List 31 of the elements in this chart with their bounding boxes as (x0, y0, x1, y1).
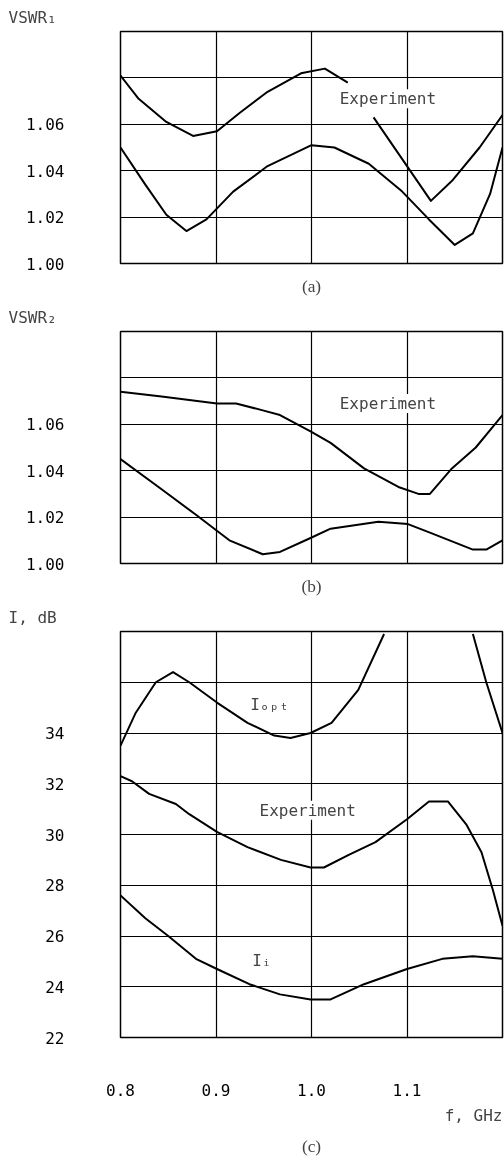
x-tick-label: 0.9 (201, 1080, 231, 1100)
y-tick-label: 1.06 (25, 415, 65, 435)
text: (c) (301, 1136, 322, 1156)
x-tick-label: 1.0 (297, 1080, 326, 1100)
y-axis-title: VSWR₂ (8, 307, 57, 327)
y-tick-label: 1.06 (25, 115, 65, 135)
annotation: Experiment (259, 800, 356, 820)
y-tick-label: 1.00 (25, 554, 65, 574)
y-tick-label: 32 (45, 774, 65, 794)
x-tick-label: 1.1 (392, 1080, 422, 1100)
y-tick-label: 1.02 (25, 208, 65, 228)
y-tick-label: 30 (45, 825, 65, 845)
text: (b) (301, 576, 322, 596)
annotation: Experiment (339, 89, 437, 109)
x-axis-title: f, GHz (444, 1105, 503, 1125)
y-tick-label: 1.00 (25, 254, 65, 274)
x-tick-label: 0.8 (106, 1080, 135, 1100)
y-tick-label: 34 (45, 724, 65, 743)
y-tick-label: 1.04 (25, 461, 65, 481)
annotation: Experiment (339, 393, 437, 413)
y-tick-label: 22 (45, 1028, 65, 1048)
annotation: Iᵢ (252, 950, 272, 970)
y-axis-title: VSWR₁ (8, 7, 57, 27)
y-axis-title: I, dB (8, 607, 57, 627)
y-tick-label: 1.02 (25, 508, 65, 528)
y-tick-label: 1.04 (25, 161, 65, 181)
y-tick-label: 28 (45, 876, 65, 896)
y-tick-label: 26 (45, 927, 65, 946)
y-tick-label: 24 (45, 977, 65, 997)
annotation: Iₒₚₜ (250, 695, 289, 715)
text: (a) (301, 276, 322, 296)
